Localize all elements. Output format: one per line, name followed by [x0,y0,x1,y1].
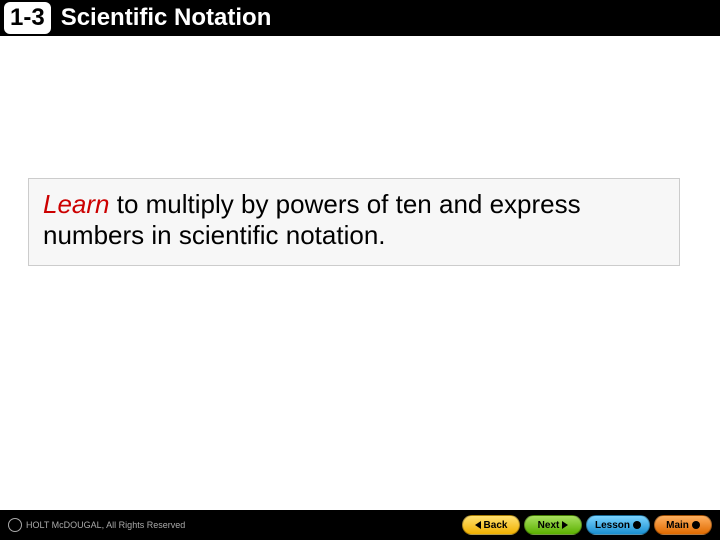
main-dot-icon [692,521,700,529]
back-arrow-icon [475,521,481,529]
back-button-label: Back [484,520,508,531]
section-number-badge: 1-3 [4,2,51,34]
copyright-line: HOLT McDOUGAL, All Rights Reserved [8,518,185,532]
next-arrow-icon [562,521,568,529]
lesson-button-label: Lesson [595,520,630,531]
back-button[interactable]: Back [462,515,520,535]
next-button[interactable]: Next [524,515,582,535]
main-button-label: Main [666,520,689,531]
learn-objective-box: Learn to multiply by powers of ten and e… [28,178,680,266]
footer-nav-buttons: Back Next Lesson Main [462,515,712,535]
main-button[interactable]: Main [654,515,712,535]
slide-header: 1-3 Scientific Notation [0,0,720,36]
slide-footer: HOLT McDOUGAL, All Rights Reserved Back … [0,510,720,540]
lesson-dot-icon [633,521,641,529]
next-button-label: Next [538,520,560,531]
learn-label: Learn [43,189,110,219]
publisher-logo-icon [8,518,22,532]
copyright-text: HOLT McDOUGAL, All Rights Reserved [26,520,185,530]
slide-title: Scientific Notation [61,4,272,32]
learn-body-text: to multiply by powers of ten and express… [43,189,581,250]
lesson-button[interactable]: Lesson [586,515,650,535]
